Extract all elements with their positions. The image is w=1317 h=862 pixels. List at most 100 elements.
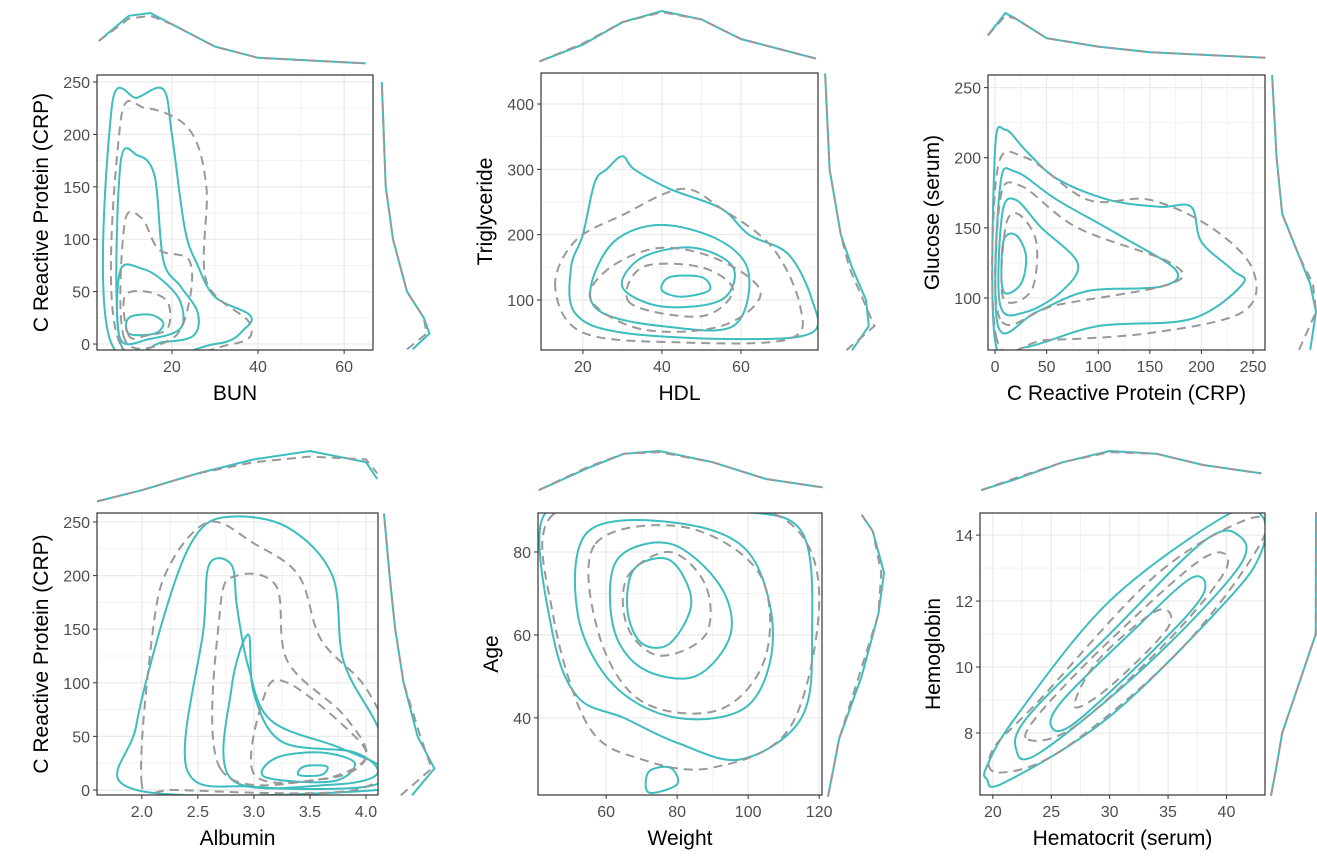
y-tick-label: 100: [63, 676, 90, 693]
x-marginal-density: [987, 14, 1266, 59]
y-axis-title: C Reactive Protein (CRP): [30, 93, 53, 332]
contour-line: [541, 513, 821, 771]
contour-line: [983, 513, 1265, 788]
x-marginal-density: [96, 455, 378, 503]
contour-line: [620, 246, 736, 309]
contour-line: [608, 541, 733, 680]
x-tick-label: 40: [249, 359, 267, 376]
contour-line: [987, 515, 1265, 774]
contour-line: [997, 197, 1080, 317]
y-tick-label: 200: [63, 569, 90, 586]
y-tick-label: 150: [954, 221, 981, 238]
x-axis-title: HDL: [658, 382, 700, 405]
x-tick-label: 200: [1188, 359, 1215, 376]
x-marginal-density: [987, 11, 1266, 59]
x-tick-label: 3.0: [243, 804, 265, 821]
x-tick-label: 100: [1085, 359, 1112, 376]
y-marginal-density: [824, 73, 876, 352]
y-marginal-density: [1270, 512, 1317, 796]
y-marginal-density: [1270, 512, 1317, 796]
contour-line: [568, 155, 818, 341]
y-marginal-density: [383, 513, 436, 796]
x-tick-label: 50: [1038, 359, 1056, 376]
x-tick-label: 35: [1159, 804, 1177, 821]
x-tick-label: 3.5: [299, 804, 321, 821]
y-tick-label: 12: [955, 594, 973, 611]
panel-border: [96, 74, 374, 351]
x-tick-label: 60: [597, 804, 615, 821]
contour-line: [122, 289, 172, 340]
y-marginal-density: [827, 514, 883, 797]
x-marginal-density: [98, 14, 366, 65]
x-tick-label: 20: [163, 359, 181, 376]
y-marginal-density: [383, 513, 433, 797]
x-tick-label: 100: [735, 804, 762, 821]
x-tick-label: 40: [1218, 804, 1236, 821]
x-marginal-density: [539, 11, 817, 63]
x-marginal-density: [538, 449, 823, 492]
contour-line: [1013, 529, 1248, 761]
panel-border: [987, 74, 1266, 351]
contour-line: [554, 187, 804, 345]
x-tick-label: 250: [1240, 359, 1267, 376]
panel-border: [96, 512, 379, 796]
y-tick-label: 200: [63, 127, 90, 144]
contour-line: [140, 520, 378, 795]
contour-line: [991, 126, 1246, 350]
y-marginal-density: [380, 81, 431, 350]
x-tick-label: 60: [335, 359, 353, 376]
contour-line: [991, 150, 1258, 350]
x-axis-title: BUN: [213, 382, 257, 405]
contour-line: [660, 274, 712, 298]
y-tick-label: 400: [507, 97, 534, 114]
panel: 20 40 60 0 50 100 150 200 250 BUN C Reactive Prote…: [30, 11, 431, 405]
x-marginal-density: [980, 449, 1262, 492]
y-tick-label: 250: [954, 81, 981, 98]
contour-line: [1000, 212, 1039, 304]
contour-line: [124, 313, 165, 337]
contour-line: [994, 181, 1185, 326]
y-tick-label: 0: [81, 337, 90, 354]
x-tick-label: 80: [668, 804, 686, 821]
x-marginal-density: [98, 11, 366, 65]
contour-line: [101, 86, 253, 350]
y-tick-label: 14: [955, 528, 973, 545]
x-tick-label: 25: [1042, 804, 1060, 821]
x-marginal-density: [538, 451, 823, 492]
x-tick-label: 60: [732, 359, 750, 376]
y-marginal-density: [1271, 74, 1317, 351]
y-tick-label: 10: [955, 660, 973, 677]
y-tick-label: 8: [964, 726, 973, 743]
y-tick-label: 0: [81, 783, 90, 800]
x-tick-label: 4.0: [355, 804, 377, 821]
contour-line: [621, 550, 712, 657]
y-tick-label: 150: [63, 180, 90, 197]
contour-line: [1073, 608, 1173, 709]
x-tick-label: 30: [1101, 804, 1119, 821]
contour-line: [1024, 551, 1230, 742]
x-marginal-density: [539, 9, 817, 63]
y-tick-label: 40: [513, 711, 531, 728]
contour-line: [589, 223, 751, 332]
contour-line: [625, 262, 735, 318]
contour-line: [573, 519, 775, 721]
y-tick-label: 60: [513, 628, 531, 645]
x-tick-label: 2.0: [131, 804, 153, 821]
contour-line: [587, 524, 772, 715]
x-axis-title: Hematocrit (serum): [1033, 827, 1213, 850]
x-tick-label: 20: [574, 359, 592, 376]
y-tick-label: 50: [72, 729, 90, 746]
x-marginal-density: [980, 451, 1262, 492]
y-tick-label: 200: [954, 151, 981, 168]
contour-line: [116, 515, 378, 795]
y-marginal-density: [827, 514, 886, 797]
contour-line: [588, 246, 762, 333]
x-axis-title: Weight: [648, 827, 713, 850]
y-axis-title: C Reactive Protein (CRP): [30, 534, 53, 773]
y-tick-label: 150: [63, 622, 90, 639]
x-tick-label: 150: [1136, 359, 1163, 376]
y-tick-label: 250: [63, 75, 90, 92]
x-tick-label: 2.5: [187, 804, 209, 821]
panel: 60 80 100 120 40 60 80 Weight Age: [480, 449, 886, 850]
